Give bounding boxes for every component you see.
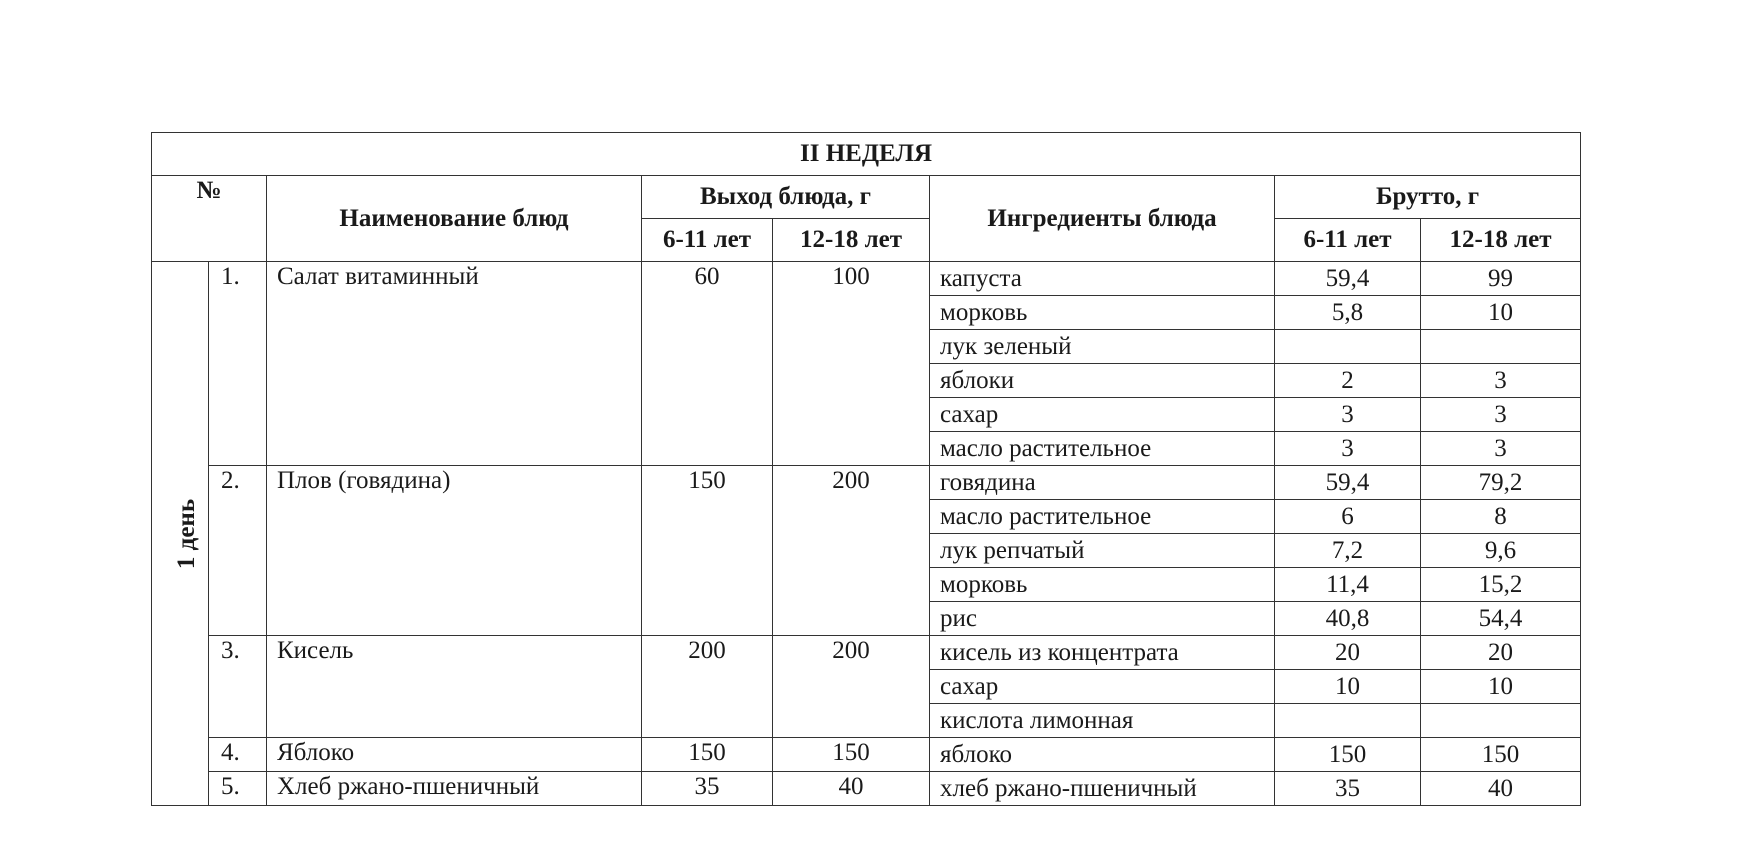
dish-yield-young: 35 [641, 771, 773, 806]
dish-number: 5. [208, 771, 267, 806]
ingredient-gross-young: 35 [1274, 771, 1421, 806]
table-row: масло растительное 6 8 [152, 499, 1582, 534]
ingredient-name: лук зеленый [929, 329, 1275, 364]
ingredient-gross-young [1274, 703, 1421, 738]
ingredient-gross-young: 7,2 [1274, 533, 1421, 568]
ingredient-gross-young: 10 [1274, 669, 1421, 704]
table-row: 5. Хлеб ржано-пшеничный 35 40 хлеб ржано-пше… [152, 771, 1582, 806]
dish-number: 1. [208, 261, 267, 466]
ingredient-name: говядина [929, 465, 1275, 500]
day-label-cell: 1 день [151, 261, 209, 806]
header-gross-young: 6-11 лет [1274, 218, 1421, 262]
ingredient-gross-young: 150 [1274, 737, 1421, 772]
ingredient-gross-young: 3 [1274, 397, 1421, 432]
ingredient-gross-old: 20 [1419, 635, 1582, 670]
dish-name: Яблоко [266, 737, 642, 772]
dish-yield-old: 200 [772, 465, 930, 636]
ingredient-name: кисель из концентрата [929, 635, 1275, 670]
table-row: 2. Плов (говядина) 150 200 говядина 59,4 79,2 [152, 465, 1582, 636]
table-row: 1 день 1. Салат витаминный 60 100 капуста 59,4… [151, 261, 1582, 806]
dish-yield-old: 100 [772, 261, 930, 466]
ingredient-gross-old: 40 [1419, 771, 1582, 806]
dish-yield-young: 150 [641, 465, 773, 636]
ingredient-gross-old: 54,4 [1419, 601, 1582, 636]
ingredient-name: морковь [929, 567, 1275, 602]
ingredient-name: яблоко [929, 737, 1275, 772]
dish-name: Хлеб ржано-пшеничный [266, 771, 642, 806]
menu-table: II НЕДЕЛЯ № Наименование блюд Выход блюд… [150, 132, 1582, 806]
header-gross: Брутто, г [1273, 175, 1582, 219]
table-row: 3. Кисель 200 200 кисель из концентрата 20 20 [152, 635, 1582, 738]
header-gross-old: 12-18 лет [1419, 218, 1582, 262]
ingredient-name: сахар [929, 669, 1275, 704]
ingredient-name: масло растительное [929, 499, 1275, 534]
menu-body: 1 день 1. Салат витаминный 60 100 капуста 59,4… [151, 261, 1582, 806]
ingredient-gross-old: 15,2 [1419, 567, 1582, 602]
ingredient-gross-old: 150 [1419, 737, 1582, 772]
ingredient-gross-young: 6 [1274, 499, 1421, 534]
dish-number: 4. [208, 737, 267, 772]
ingredient-name: яблоки [929, 363, 1275, 398]
ingredient-name: капуста [929, 261, 1275, 296]
header-ingredients: Ингредиенты блюда [929, 175, 1275, 262]
ingredient-gross-old [1419, 703, 1582, 738]
ingredient-gross-young [1274, 329, 1421, 364]
table-row: 4. Яблоко 150 150 яблоко 150 150 [152, 737, 1582, 772]
ingredient-gross-young: 11,4 [1274, 567, 1421, 602]
ingredient-name: кислота лимонная [929, 703, 1275, 738]
table-row: сахар 3 3 [152, 397, 1582, 432]
dish-name: Салат витаминный [266, 261, 642, 466]
ingredient-gross-young: 59,4 [1274, 465, 1421, 500]
table-row: масло растительное 3 3 [152, 431, 1582, 466]
header-yield-old: 12-18 лет [772, 218, 930, 262]
ingredient-gross-old: 10 [1419, 669, 1582, 704]
dish-yield-young: 200 [641, 635, 773, 738]
dish-yield-young: 150 [641, 737, 773, 772]
table-row: морковь 11,4 15,2 [152, 567, 1582, 602]
header-dish-name: Наименование блюд [266, 175, 642, 262]
ingredient-name: лук репчатый [929, 533, 1275, 568]
ingredient-name: морковь [929, 295, 1275, 330]
ingredient-gross-old: 10 [1419, 295, 1582, 330]
dish-yield-young: 60 [641, 261, 773, 466]
ingredient-gross-old [1419, 329, 1582, 364]
table-row: лук репчатый 7,2 9,6 [152, 533, 1582, 568]
ingredient-gross-old: 9,6 [1419, 533, 1582, 568]
ingredient-gross-young: 20 [1274, 635, 1421, 670]
ingredient-gross-old: 3 [1419, 363, 1582, 398]
ingredient-gross-old: 79,2 [1419, 465, 1582, 500]
dish-name: Плов (говядина) [266, 465, 642, 636]
table-row: кислота лимонная [152, 703, 1582, 738]
ingredient-name: рис [929, 601, 1275, 636]
table-row: морковь 5,8 10 [152, 295, 1582, 330]
ingredient-name: хлеб ржано-пшеничный [929, 771, 1275, 806]
ingredient-gross-old: 3 [1419, 431, 1582, 466]
ingredient-gross-old: 8 [1419, 499, 1582, 534]
table-row: рис 40,8 54,4 [152, 601, 1582, 636]
ingredient-gross-young: 5,8 [1274, 295, 1421, 330]
ingredient-gross-old: 3 [1419, 397, 1582, 432]
header-number: № [151, 175, 267, 262]
header-yield-young: 6-11 лет [641, 218, 773, 262]
ingredient-name: сахар [929, 397, 1275, 432]
week-title: II НЕДЕЛЯ [150, 132, 1582, 176]
dish-yield-old: 40 [772, 771, 930, 806]
ingredient-gross-young: 40,8 [1274, 601, 1421, 636]
ingredient-gross-young: 3 [1274, 431, 1421, 466]
dish-name: Кисель [266, 635, 642, 738]
ingredient-gross-young: 59,4 [1274, 261, 1421, 296]
dish-yield-old: 150 [772, 737, 930, 772]
ingredient-gross-old: 99 [1419, 261, 1582, 296]
dish-number: 2. [208, 465, 267, 636]
header-yield: Выход блюда, г [641, 175, 930, 219]
dish-number: 3. [208, 635, 267, 738]
ingredient-gross-young: 2 [1274, 363, 1421, 398]
dish-yield-old: 200 [772, 635, 930, 738]
day-label: 1 день [173, 498, 201, 569]
ingredient-name: масло растительное [929, 431, 1275, 466]
